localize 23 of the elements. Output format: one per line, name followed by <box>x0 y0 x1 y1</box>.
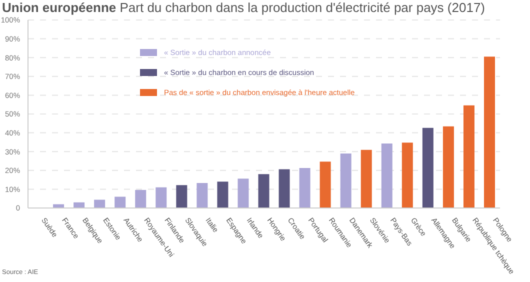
bar <box>299 168 310 208</box>
bar <box>442 126 454 208</box>
bar <box>217 182 228 208</box>
bar <box>176 185 188 208</box>
chart-subtitle: Part du charbon dans la production d'électricité par pays (2017) <box>120 0 486 15</box>
bar <box>114 196 126 208</box>
bar <box>156 187 167 208</box>
bar <box>258 174 270 208</box>
bar <box>320 162 331 208</box>
bar <box>196 182 208 208</box>
bar <box>238 178 249 208</box>
bar <box>360 150 372 208</box>
bar <box>340 153 352 208</box>
bar <box>135 190 146 208</box>
bar <box>381 144 392 208</box>
bar <box>278 169 290 208</box>
bar <box>484 56 495 208</box>
chart-title: Union européenne <box>2 0 116 15</box>
bar <box>94 200 106 208</box>
bar <box>53 204 64 208</box>
bar <box>402 142 413 208</box>
bar <box>422 128 434 208</box>
bar <box>463 105 474 208</box>
